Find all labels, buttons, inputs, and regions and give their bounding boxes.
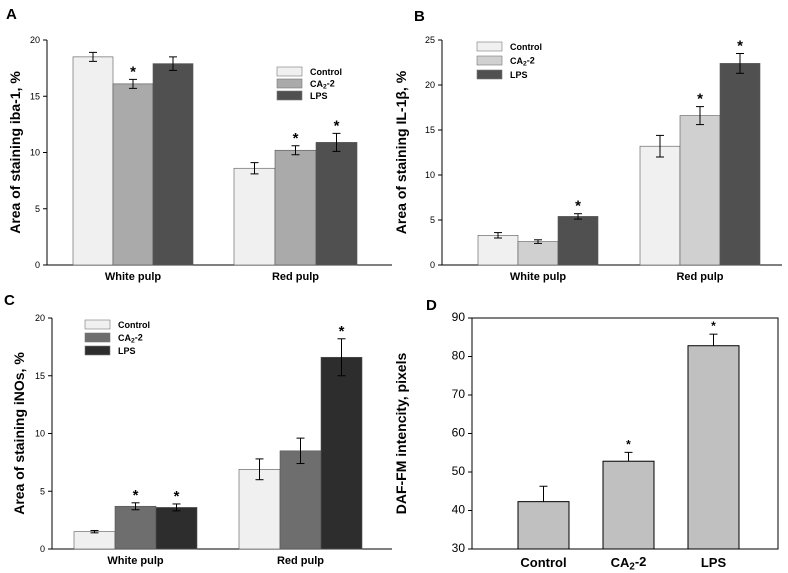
bar [320, 356, 363, 550]
legend-swatch [84, 319, 111, 330]
y-tick-label: 80 [452, 349, 466, 363]
x-category-label: Control [520, 555, 566, 570]
y-axis-label: Area of staining IL-1β, % [393, 70, 409, 234]
x-category-label: CA2-2 [611, 554, 647, 572]
y-tick-label: 50 [452, 464, 466, 478]
bar [114, 505, 157, 550]
bar [679, 115, 721, 266]
x-category-label: Red pulp [272, 271, 319, 283]
legend-label: Control [118, 320, 150, 330]
panel-a: A 0 5 10 15 20 Area of staining iba-1, % * White… [6, 6, 392, 283]
x-category-label: Red pulp [676, 271, 723, 283]
legend-label: LPS [118, 346, 136, 356]
y-tick-label: 15 [425, 125, 435, 135]
bar [233, 167, 276, 266]
bar [719, 63, 761, 266]
bar [73, 531, 116, 550]
panel-c: C 0 5 10 15 20 Area of staining iNOs, % * * White… [4, 292, 392, 567]
panel-letter: B [414, 8, 425, 25]
y-tick-label: 20 [425, 80, 435, 90]
x-category-label: LPS [701, 555, 727, 570]
bar [72, 56, 114, 266]
y-tick-label: 0 [430, 260, 435, 270]
y-tick-label: 0 [40, 544, 45, 554]
y-tick-label: 20 [30, 35, 40, 45]
significance-star: * [697, 91, 703, 108]
y-tick-label: 40 [452, 503, 466, 517]
legend-swatch [84, 332, 111, 343]
x-category-label: White pulp [107, 555, 163, 567]
significance-star: * [737, 38, 743, 55]
x-category-label: Red pulp [277, 555, 324, 567]
y-tick-label: 90 [452, 310, 466, 324]
bar [112, 83, 154, 266]
bar [279, 450, 322, 550]
y-tick-label: 15 [35, 371, 45, 381]
significance-star: * [339, 323, 345, 340]
significance-star: * [334, 117, 340, 134]
y-tick-label: 10 [30, 148, 40, 158]
legend-label: CA2-2 [118, 332, 143, 344]
legend-label: Control [510, 42, 542, 52]
legend-label: CA2-2 [310, 78, 335, 90]
y-tick-label: 10 [425, 170, 435, 180]
bar [155, 507, 198, 550]
bar [274, 149, 317, 266]
bar [477, 235, 519, 266]
x-category-label: White pulp [105, 271, 161, 283]
panel-letter: C [4, 292, 15, 309]
bar [152, 63, 194, 266]
y-tick-label: 5 [430, 215, 435, 225]
y-axis-label: Area of staining iNOs, % [11, 352, 27, 515]
panel-b: B 0 5 10 15 20 25 Area of staining IL-1β, % * Whi… [393, 8, 782, 283]
y-axis-label: Area of staining iba-1, % [7, 71, 23, 234]
legend-swatch [476, 69, 503, 80]
y-tick-label: 30 [452, 541, 466, 555]
y-tick-label: 20 [35, 313, 45, 323]
legend-label: Control [310, 67, 342, 77]
legend-swatch [276, 78, 303, 89]
y-tick-label: 0 [35, 260, 40, 270]
legend-swatch [476, 41, 503, 52]
bar [639, 145, 681, 266]
panel-letter: D [426, 297, 437, 314]
x-category-label: White pulp [510, 271, 566, 283]
bar [557, 216, 599, 266]
y-tick-label: 25 [425, 35, 435, 45]
bar [238, 469, 281, 550]
significance-star: * [711, 319, 716, 333]
bar [687, 345, 740, 550]
significance-star: * [130, 63, 136, 80]
legend-label: LPS [310, 91, 328, 101]
legend-swatch [276, 66, 303, 77]
panel-d: D 30 40 50 60 70 80 90 DAF-FM intencity, pixels C… [393, 297, 779, 572]
y-tick-label: 5 [40, 486, 45, 496]
y-axis-label: DAF-FM intencity, pixels [393, 353, 409, 515]
panel-letter: A [6, 6, 17, 23]
legend-label: CA2-2 [510, 55, 535, 67]
bar [517, 501, 570, 550]
bar [315, 142, 358, 266]
y-tick-label: 60 [452, 426, 466, 440]
significance-star: * [293, 130, 299, 147]
legend-swatch [476, 55, 503, 66]
legend-label: LPS [510, 70, 528, 80]
y-tick-label: 70 [452, 387, 466, 401]
bar [602, 460, 655, 550]
bar [517, 241, 559, 266]
significance-star: * [133, 487, 139, 504]
y-tick-label: 10 [35, 429, 45, 439]
legend-swatch [84, 345, 111, 356]
y-tick-label: 5 [35, 204, 40, 214]
significance-star: * [626, 437, 631, 451]
y-tick-label: 15 [30, 91, 40, 101]
significance-star: * [575, 198, 581, 215]
significance-star: * [174, 488, 180, 505]
legend-swatch [276, 90, 303, 101]
